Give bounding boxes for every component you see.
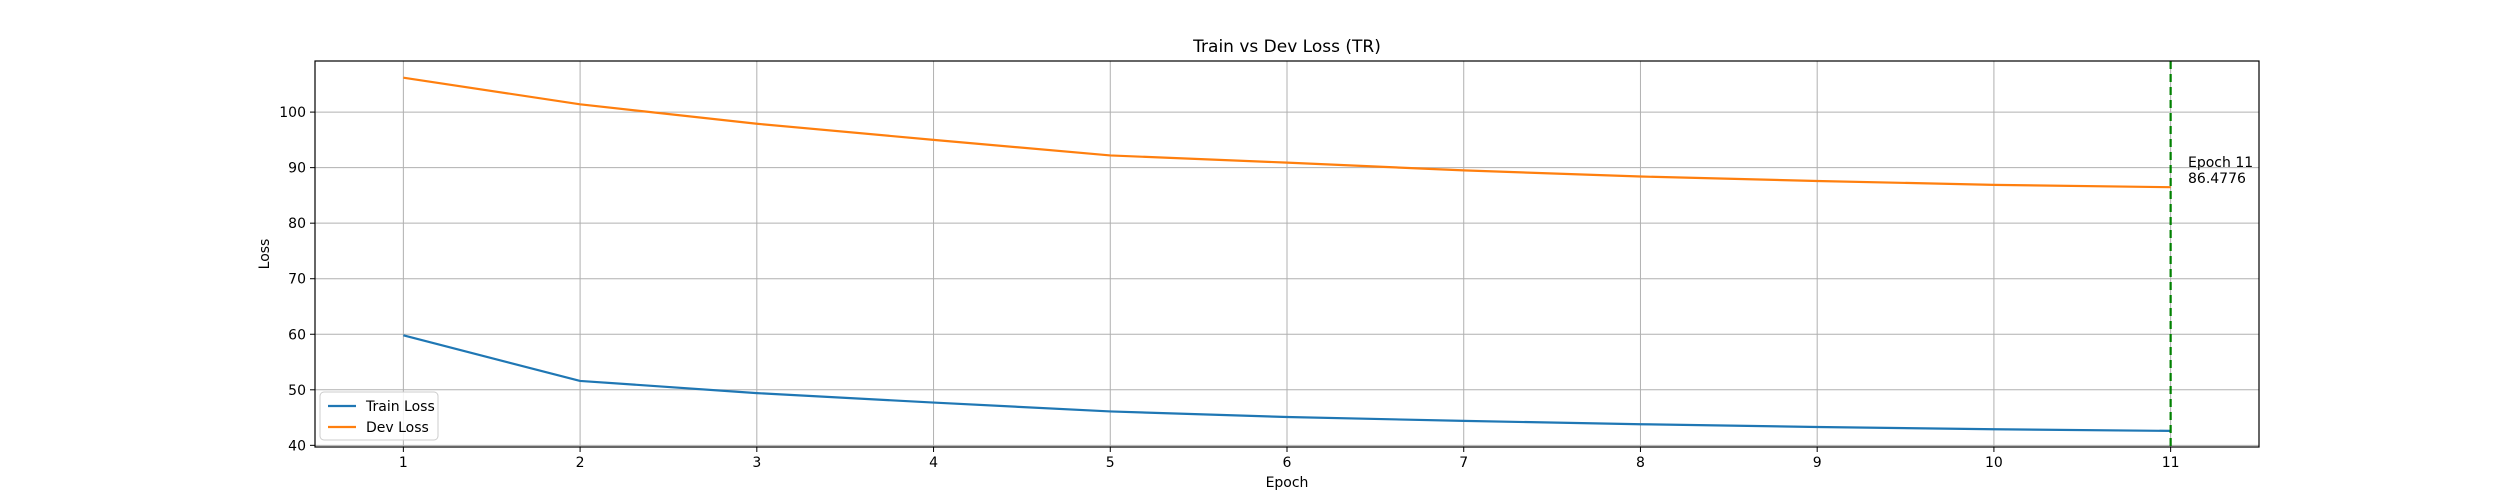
dev-loss-line [403, 76, 2171, 189]
x-tick-label: 3 [752, 455, 761, 471]
x-axis-ticks: 1 2 3 4 5 6 7 8 9 10 11 [399, 447, 2180, 471]
y-tick-label: 40 [288, 438, 306, 454]
x-tick-label: 1 [399, 455, 408, 471]
x-tick-label: 7 [1459, 455, 1468, 471]
y-tick-label: 90 [288, 161, 306, 177]
x-tick-label: 8 [1636, 455, 1645, 471]
y-axis-ticks: 40 50 60 70 80 90 100 [279, 105, 315, 454]
y-tick-label: 50 [288, 383, 306, 399]
x-tick-label: 5 [1106, 455, 1115, 471]
train-loss-line [403, 334, 2171, 432]
y-tick-label: 80 [288, 216, 306, 232]
y-tick-label: 70 [288, 272, 306, 288]
legend-train-label: Train Loss [365, 399, 435, 415]
chart-title: Train vs Dev Loss (TR) [1192, 37, 1381, 57]
x-tick-label: 10 [1985, 455, 2003, 471]
annotation-value: 86.4776 [2188, 171, 2246, 187]
x-tick-label: 4 [929, 455, 938, 471]
y-axis-label: Loss [257, 239, 273, 270]
legend-dev-label: Dev Loss [366, 420, 429, 436]
x-tick-label: 11 [2162, 455, 2180, 471]
legend: Train Loss Dev Loss [319, 391, 439, 441]
x-tick-label: 9 [1813, 455, 1822, 471]
y-tick-label: 60 [288, 327, 306, 343]
series-layer [403, 76, 2171, 432]
x-tick-label: 2 [576, 455, 585, 471]
x-axis-label: Epoch [1266, 475, 1309, 491]
annotation-epoch: Epoch 11 [2188, 155, 2253, 171]
y-tick-label: 100 [279, 105, 306, 121]
x-tick-label: 6 [1283, 455, 1292, 471]
grid [315, 61, 2259, 447]
